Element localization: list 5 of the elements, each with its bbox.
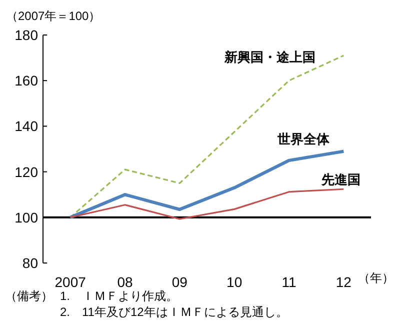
annotation: 1. ＩＭＦより作成。 — [60, 289, 178, 303]
ylabel: （2007年＝100） — [6, 9, 101, 23]
xlabel: （年） — [358, 271, 394, 285]
annotation: （備考） — [5, 289, 53, 303]
annotation: 2. 11年及び12年はＩＭＦによる見通し。 — [60, 305, 288, 319]
